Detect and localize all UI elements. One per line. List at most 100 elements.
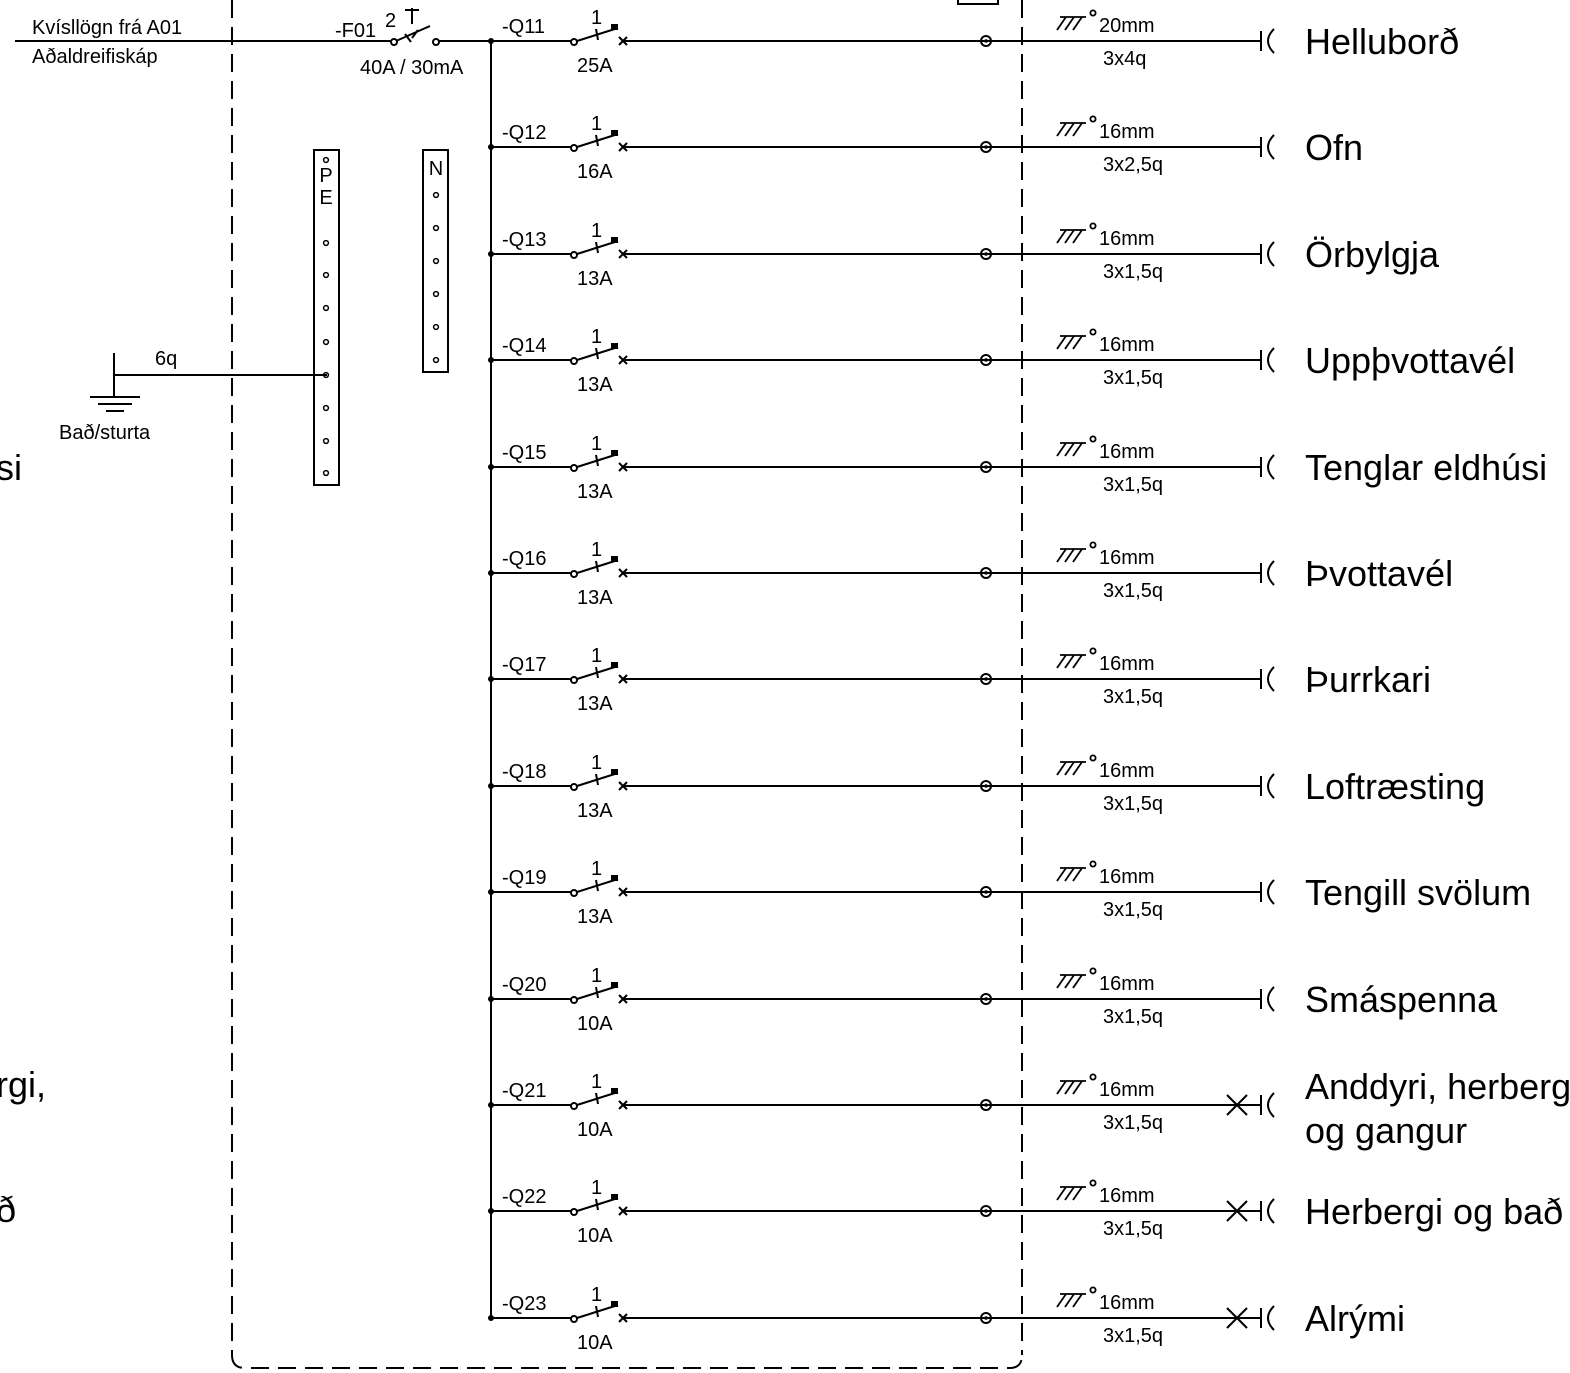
circuit-row: -Q15 1 13A 16mm 3x1,5q Tenglar eldhúsi (488, 433, 1547, 503)
cable-conductors: 3x1,5q (1103, 899, 1163, 921)
terminal-block (980, 354, 992, 366)
breaker-poles: 1 (591, 1284, 602, 1306)
conduit-icon (1056, 222, 1097, 244)
circuit-breaker-symbol (570, 769, 628, 791)
breaker-poles: 1 (591, 220, 602, 242)
breaker-rating: 13A (577, 587, 613, 609)
terminal-block (980, 35, 992, 47)
breaker-poles: 1 (591, 326, 602, 348)
load-label-line2: og gangur (1305, 1110, 1467, 1151)
earth-symbol (90, 353, 327, 412)
breaker-poles: 1 (591, 113, 602, 135)
load-label: Helluborð (1305, 21, 1459, 62)
cable-conductors: 3x1,5q (1103, 686, 1163, 708)
load-label: Alrými (1305, 1298, 1405, 1339)
breaker-rating: 13A (577, 268, 613, 290)
cable-conductors: 3x1,5q (1103, 793, 1163, 815)
terminal-block (980, 1099, 992, 1111)
conduit-icon (1056, 754, 1097, 776)
n-terminal (432, 356, 440, 364)
title-box-fragment (957, 0, 999, 5)
terminal-block-center (984, 1316, 988, 1320)
conduit-icon (1056, 328, 1097, 350)
conduit-size: 16mm (1099, 1079, 1155, 1101)
circuit-breaker-symbol (570, 450, 628, 472)
terminal-block-center (984, 465, 988, 469)
socket-outlet-icon (1260, 879, 1275, 905)
load-label: Smáspenna (1305, 979, 1498, 1020)
conduit-size: 16mm (1099, 547, 1155, 569)
n-busbar-label: N (429, 158, 443, 180)
conduit-icon (1056, 860, 1097, 882)
load-label: Loftræsting (1305, 766, 1485, 807)
breaker-id: -Q20 (502, 974, 546, 996)
conduit-size: 16mm (1099, 760, 1155, 782)
terminal-block (980, 248, 992, 260)
socket-outlet-icon (1260, 241, 1275, 267)
conduit-icon (1056, 1286, 1097, 1308)
load-label: Uppþvottavél (1305, 340, 1515, 381)
terminal-block-center (984, 252, 988, 256)
cable-conductors: 3x1,5q (1103, 474, 1163, 496)
cable-conductors: 3x1,5q (1103, 1006, 1163, 1028)
n-busbar (422, 149, 449, 373)
cable-conductors: 3x1,5q (1103, 1218, 1163, 1240)
socket-outlet-icon (1260, 347, 1275, 373)
terminal-block-center (984, 997, 988, 1001)
breaker-poles: 1 (591, 1177, 602, 1199)
breaker-id: -Q19 (502, 867, 546, 889)
conduit-icon (1056, 967, 1097, 989)
breaker-poles: 1 (591, 539, 602, 561)
rcd-poles: 2 (385, 10, 396, 32)
circuit-breaker-symbol (570, 875, 628, 897)
load-label: Þurrkari (1305, 659, 1431, 700)
terminal-block (980, 461, 992, 473)
circuit-list: -Q11 1 25A 20mm 3x4q Helluborð -Q12 1 16A 16mm 3x2… (488, 7, 1570, 1354)
terminal-block (980, 141, 992, 153)
terminal-block-center (984, 145, 988, 149)
load-label: Örbylgja (1305, 234, 1440, 275)
conduit-size: 16mm (1099, 1185, 1155, 1207)
socket-outlet-icon (1260, 134, 1275, 160)
load-label: Anddyri, herberg (1305, 1066, 1570, 1107)
breaker-id: -Q22 (502, 1186, 546, 1208)
breaker-id: -Q14 (502, 335, 546, 357)
cable-conductors: 3x1,5q (1103, 261, 1163, 283)
conduit-size: 16mm (1099, 441, 1155, 463)
pe-busbar (313, 149, 340, 486)
breaker-rating: 13A (577, 693, 613, 715)
terminal-block-center (984, 358, 988, 362)
conduit-size: 20mm (1099, 15, 1155, 37)
circuit-row: -Q13 1 13A 16mm 3x1,5q Örbylgja (488, 220, 1440, 290)
load-label: Herbergi og bað (1305, 1191, 1563, 1232)
partial-text-3: ð (0, 1189, 16, 1230)
conduit-icon (1056, 1179, 1097, 1201)
circuit-row: -Q12 1 16A 16mm 3x2,5q Ofn (488, 113, 1363, 183)
cable-conductors: 3x1,5q (1103, 1325, 1163, 1347)
earth-conductor-size: 6q (155, 348, 177, 370)
board-enclosure (231, 0, 1023, 1369)
breaker-rating: 16A (577, 161, 613, 183)
load-label: Ofn (1305, 127, 1363, 168)
conduit-icon (1056, 435, 1097, 457)
rcd-label: -F01 (335, 20, 376, 42)
socket-outlet-icon (1260, 28, 1275, 54)
cable-conductors: 3x1,5q (1103, 580, 1163, 602)
terminal-block (980, 567, 992, 579)
circuit-breaker-symbol (570, 237, 628, 259)
circuit-row: -Q20 1 10A 16mm 3x1,5q Smáspenna (488, 965, 1498, 1035)
n-terminal (432, 323, 440, 331)
earth-location-label: Bað/sturta (59, 422, 151, 444)
pe-terminal (322, 271, 330, 279)
conduit-size: 16mm (1099, 1292, 1155, 1314)
terminal-block (980, 780, 992, 792)
light-outlet-icon (1226, 1198, 1275, 1224)
conduit-size: 16mm (1099, 228, 1155, 250)
circuit-row: -Q16 1 13A 16mm 3x1,5q Þvottavél (488, 539, 1453, 609)
load-label: Tengill svölum (1305, 872, 1531, 913)
n-busbar-terminals (432, 191, 440, 364)
pe-terminal (322, 239, 330, 247)
breaker-rating: 10A (577, 1332, 613, 1354)
